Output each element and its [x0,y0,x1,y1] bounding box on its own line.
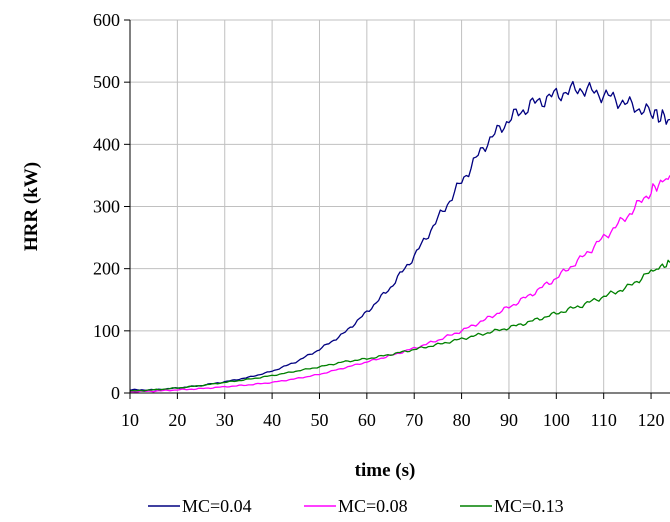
axes [124,19,670,399]
x-tick-label: 30 [216,410,234,430]
series-line [129,80,670,392]
legend: MC=0.04 MC=0.08 MC=0.13 [148,496,564,516]
series-line [129,259,670,392]
y-tick-label: 0 [111,383,120,403]
x-tick-label: 70 [405,410,423,430]
series-line [129,175,670,393]
y-tick-label: 100 [93,321,120,341]
x-tick-label: 10 [121,410,139,430]
x-tick-label: 20 [168,410,186,430]
x-tick-label: 110 [591,410,617,430]
y-tick-labels: 0 100 200 300 400 500 600 [93,10,120,403]
x-tick-label: 90 [500,410,518,430]
legend-label: MC=0.04 [182,496,252,516]
x-tick-labels: 10 20 30 40 50 60 70 80 90 100 110 120 [121,410,665,430]
grid-lines [130,19,670,393]
y-tick-label: 400 [93,134,120,154]
x-tick-label: 60 [358,410,376,430]
series-lines [129,80,670,393]
x-tick-label: 120 [638,410,665,430]
x-tick-label: 80 [453,410,471,430]
y-tick-label: 200 [93,259,120,279]
legend-label: MC=0.13 [494,496,564,516]
y-tick-label: 300 [93,197,120,217]
y-tick-label: 600 [93,10,120,30]
legend-label: MC=0.08 [338,496,408,516]
x-tick-label: 40 [263,410,281,430]
x-axis-title: time (s) [355,460,416,481]
y-tick-label: 500 [93,72,120,92]
x-tick-label: 50 [310,410,328,430]
x-tick-label: 100 [543,410,570,430]
y-axis-title: HRR (kW) [21,162,42,251]
